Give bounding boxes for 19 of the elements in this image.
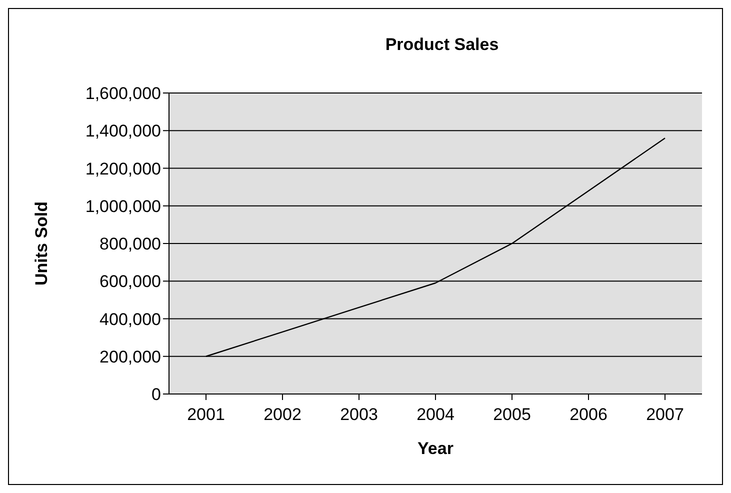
x-tick-label: 2004 xyxy=(416,405,454,424)
chart-title: Product Sales xyxy=(384,35,500,55)
y-tick-label: 400,000 xyxy=(100,310,161,329)
x-tick-label: 2001 xyxy=(187,405,225,424)
y-tick-label: 0 xyxy=(152,385,161,404)
y-axis-title: Units Sold xyxy=(32,201,52,286)
y-tick-label: 600,000 xyxy=(100,272,161,292)
x-axis-title: Year xyxy=(418,439,454,458)
y-tick-label: 1,000,000 xyxy=(85,196,161,216)
y-tick-label: 1,400,000 xyxy=(85,122,161,141)
x-tick-label: 2003 xyxy=(340,405,378,424)
y-tick-label: 200,000 xyxy=(100,347,161,366)
y-tick-label: 800,000 xyxy=(100,234,161,254)
x-tick-label: 2007 xyxy=(646,405,684,424)
y-tick-label: 1,200,000 xyxy=(85,159,161,178)
y-tick-label: 1,600,000 xyxy=(85,84,161,104)
x-tick-label: 2006 xyxy=(570,405,608,424)
x-tick-label: 2005 xyxy=(493,405,531,424)
x-tick-label: 2002 xyxy=(264,405,302,424)
